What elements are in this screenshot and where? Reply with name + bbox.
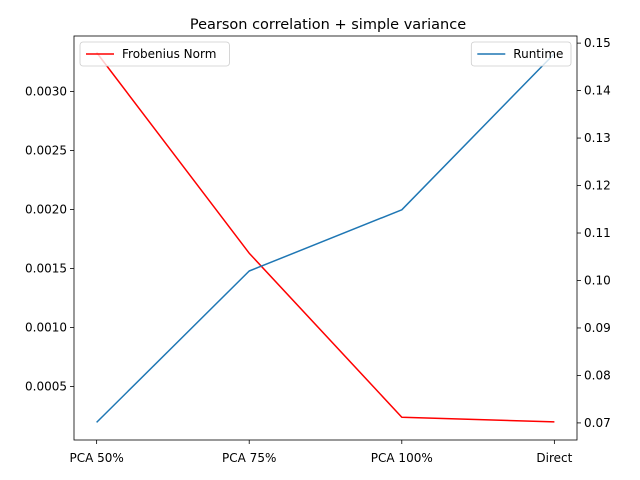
x-tick-label: PCA 50%: [69, 451, 123, 465]
left-y-tick-label: 0.0020: [25, 202, 67, 216]
left-y-tick-label: 0.0005: [25, 380, 67, 394]
axes: PCA 50% PCA 75% PCA 100% Direct 0.0005 0.0010…: [25, 35, 611, 465]
right-y-tick-label: 0.12: [584, 179, 611, 193]
series-line-runtime: [96, 53, 555, 423]
legend-upper-left: Frobenius Norm: [79, 41, 230, 67]
left-y-tick-label: 0.0025: [25, 143, 67, 157]
legend-label: Frobenius Norm: [122, 47, 216, 61]
right-y-tick-label: 0.14: [584, 84, 611, 98]
left-y-tick-label: 0.0015: [25, 262, 67, 276]
right-y-tick-label: 0.09: [584, 321, 611, 335]
chart-title: Pearson correlation + simple variance: [190, 17, 466, 33]
left-y-tick-label: 0.0010: [25, 321, 67, 335]
x-tick-label: Direct: [536, 451, 572, 465]
legend-box: [470, 41, 572, 67]
x-tick-label: PCA 75%: [222, 451, 276, 465]
legend-upper-right: Runtime: [470, 41, 572, 67]
right-y-tick-label: 0.15: [584, 36, 611, 50]
right-y-tick-label: 0.07: [584, 416, 611, 430]
right-y-tick-label: 0.13: [584, 131, 611, 145]
left-y-tick-label: 0.0030: [25, 84, 67, 98]
right-y-tick-label: 0.10: [584, 273, 611, 287]
legend-box: [79, 41, 230, 67]
legends: Frobenius Norm Runtime: [79, 41, 572, 67]
x-tick-label: PCA 100%: [371, 451, 433, 465]
right-y-tick-label: 0.08: [584, 368, 611, 382]
series-line-frobenius-norm: [96, 52, 555, 423]
plot-area: [96, 52, 555, 423]
right-y-tick-label: 0.11: [584, 226, 611, 240]
plot-frame: [73, 35, 578, 441]
legend-label: Runtime: [513, 47, 563, 61]
